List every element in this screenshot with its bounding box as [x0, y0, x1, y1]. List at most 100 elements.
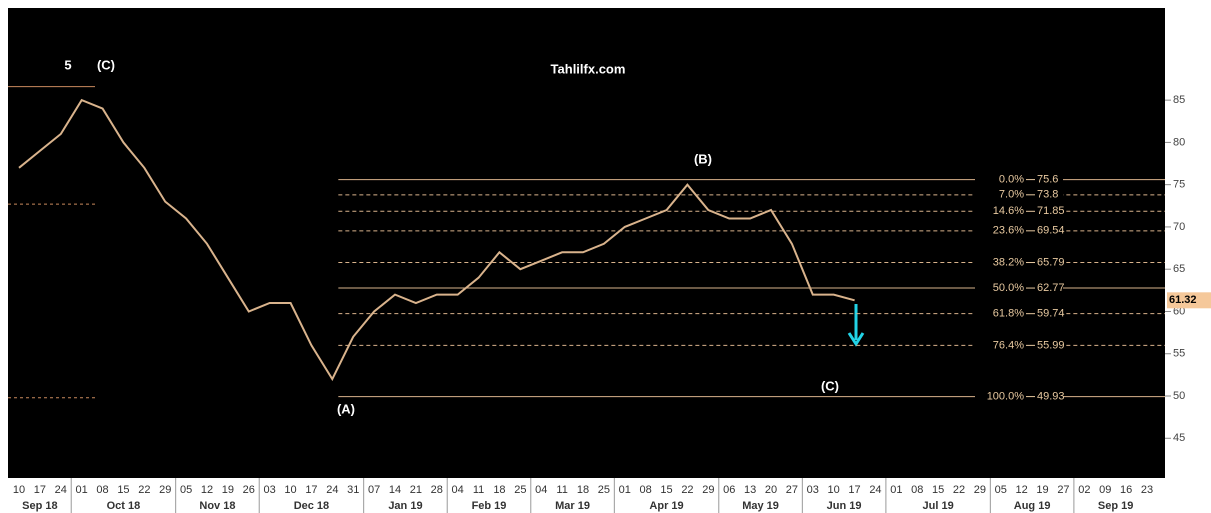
x-tick-label: 14 [389, 484, 401, 496]
x-tick-label: 19 [1036, 484, 1048, 496]
chart-title: Tahlilfx.com [551, 61, 626, 76]
x-tick-label: 21 [410, 484, 422, 496]
x-tick-label: 05 [995, 484, 1007, 496]
month-label: May 19 [742, 500, 779, 512]
fib-value: 59.74 [1037, 308, 1065, 320]
x-tick-label: 18 [493, 484, 505, 496]
x-tick-label: 17 [305, 484, 317, 496]
fib-ratio: 76.4% [993, 339, 1024, 351]
month-label: Sep 19 [1098, 500, 1133, 512]
fib-value: 71.85 [1037, 205, 1065, 217]
last-price-label: 61.32 [1169, 294, 1197, 306]
month-label: Oct 18 [107, 500, 141, 512]
fib-value: 49.93 [1037, 391, 1065, 403]
x-tick-label: 15 [117, 484, 129, 496]
annotation: (C) [821, 378, 839, 393]
annotation: (A) [337, 401, 355, 416]
x-tick-label: 24 [55, 484, 67, 496]
x-tick-label: 29 [159, 484, 171, 496]
fib-label-bg [975, 173, 1063, 186]
x-tick-label: 31 [347, 484, 359, 496]
x-tick-label: 15 [660, 484, 672, 496]
fib-label-bg [975, 390, 1063, 403]
x-tick-label: 19 [222, 484, 234, 496]
fib-label-bg [975, 307, 1063, 320]
x-tick-label: 22 [953, 484, 965, 496]
fib-label-bg [975, 256, 1063, 269]
fib-ratio: 0.0% [999, 174, 1024, 186]
fib-ratio: 38.2% [993, 256, 1024, 268]
price-line [18, 98, 855, 382]
y-tick-label: 70 [1173, 221, 1185, 233]
month-label: Jul 19 [923, 500, 954, 512]
y-tick-label: 60 [1173, 305, 1185, 317]
y-tick-label: 75 [1173, 179, 1185, 191]
fib-value: 69.54 [1037, 225, 1065, 237]
x-tick-label: 20 [765, 484, 777, 496]
x-tick-label: 06 [723, 484, 735, 496]
x-tick-label: 27 [786, 484, 798, 496]
fib-ratio: 23.6% [993, 225, 1024, 237]
fib-value: 55.99 [1037, 339, 1065, 351]
x-tick-label: 23 [1141, 484, 1153, 496]
annotation: (B) [694, 151, 712, 166]
fib-value: 65.79 [1037, 256, 1065, 268]
fib-ratio: 14.6% [993, 205, 1024, 217]
y-tick-label: 50 [1173, 390, 1185, 402]
x-tick-label: 25 [598, 484, 610, 496]
x-tick-label: 12 [1016, 484, 1028, 496]
month-label: Apr 19 [649, 500, 683, 512]
y-tick-label: 55 [1173, 348, 1185, 360]
x-tick-label: 24 [326, 484, 338, 496]
x-tick-label: 10 [284, 484, 296, 496]
x-tick-label: 22 [138, 484, 150, 496]
month-label: Aug 19 [1014, 500, 1051, 512]
x-tick-label: 10 [828, 484, 840, 496]
x-tick-label: 03 [264, 484, 276, 496]
x-tick-label: 25 [514, 484, 526, 496]
fib-label-bg [975, 282, 1063, 295]
month-label: Mar 19 [555, 500, 590, 512]
x-tick-label: 22 [681, 484, 693, 496]
plot-background [8, 8, 1165, 478]
x-tick-label: 05 [180, 484, 192, 496]
fib-ratio: 100.0% [987, 391, 1025, 403]
fib-ratio: 7.0% [999, 189, 1024, 201]
x-tick-label: 17 [848, 484, 860, 496]
x-tick-label: 04 [452, 484, 464, 496]
x-tick-label: 26 [243, 484, 255, 496]
x-tick-label: 11 [473, 484, 484, 496]
x-tick-label: 29 [702, 484, 714, 496]
x-tick-label: 08 [911, 484, 923, 496]
month-label: Jun 19 [827, 500, 862, 512]
y-tick-label: 85 [1173, 94, 1185, 106]
x-tick-label: 10 [13, 484, 25, 496]
x-tick-label: 08 [640, 484, 652, 496]
x-tick-label: 01 [890, 484, 902, 496]
annotation: (C) [97, 57, 115, 72]
month-label: Jan 19 [388, 500, 422, 512]
y-tick-label: 65 [1173, 263, 1185, 275]
last-price-box [1167, 292, 1211, 309]
x-tick-label: 24 [869, 484, 881, 496]
x-tick-label: 04 [535, 484, 547, 496]
fib-label-bg [975, 205, 1063, 218]
month-label: Dec 18 [294, 500, 329, 512]
x-tick-label: 11 [556, 484, 567, 496]
x-tick-label: 15 [932, 484, 944, 496]
month-label: Feb 19 [472, 500, 507, 512]
x-tick-label: 18 [577, 484, 589, 496]
fib-label-bg [975, 224, 1063, 237]
x-tick-label: 09 [1099, 484, 1111, 496]
x-tick-label: 01 [619, 484, 631, 496]
x-tick-label: 29 [974, 484, 986, 496]
y-tick-label: 45 [1173, 432, 1185, 444]
x-tick-label: 27 [1057, 484, 1069, 496]
x-tick-label: 01 [76, 484, 88, 496]
x-tick-label: 16 [1120, 484, 1132, 496]
fib-label-bg [975, 339, 1063, 352]
fib-value: 73.8 [1037, 189, 1058, 201]
fib-label-bg [975, 188, 1063, 201]
